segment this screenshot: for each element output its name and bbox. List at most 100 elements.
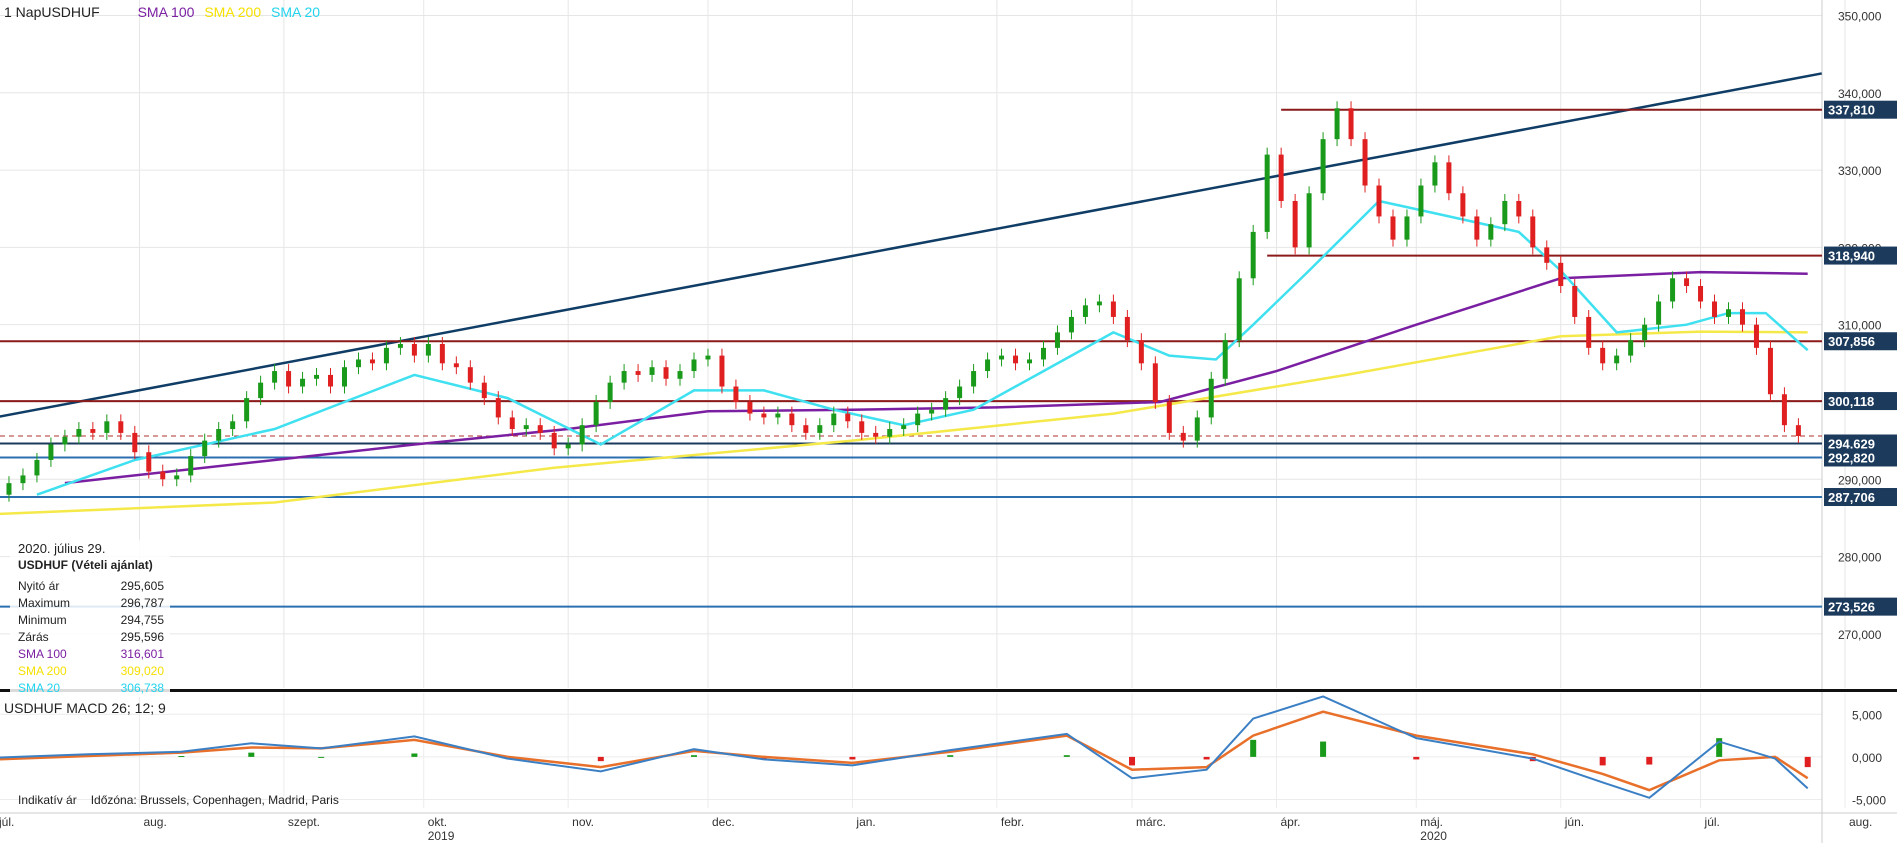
footer-info: Indikatív ár Időzóna: Brussels, Copenhage…	[18, 793, 353, 807]
candle-body	[328, 374, 334, 387]
candle-body	[1250, 231, 1256, 279]
y-tick-label: 280,000	[1838, 551, 1882, 565]
candle-body	[1418, 185, 1424, 217]
macd-histogram-bar	[849, 756, 856, 760]
candle-body	[621, 371, 627, 383]
x-tick-label: júl.	[1704, 815, 1720, 829]
candle-body	[1166, 401, 1172, 433]
candle-body	[915, 413, 921, 426]
candle-body	[1656, 301, 1662, 325]
tooltip-value: 296,787	[120, 596, 164, 610]
candle-body	[467, 367, 473, 383]
macd-signal-line	[0, 710, 1809, 792]
candle-body	[188, 456, 194, 476]
candle-body	[1684, 278, 1690, 287]
candle-body	[1348, 108, 1354, 140]
tooltip-value: 295,605	[120, 579, 164, 593]
candle-body	[202, 440, 208, 457]
candle-body	[104, 421, 110, 433]
candle-body	[1180, 432, 1186, 441]
macd-histogram-bar	[1063, 755, 1070, 757]
candle-body	[1572, 286, 1578, 317]
x-tick-label: jan.	[855, 815, 875, 829]
candle-body	[509, 417, 515, 430]
timezone-label: Időzóna: Brussels, Copenhagen, Madrid, P…	[90, 793, 339, 807]
candle-body	[971, 371, 977, 387]
macd-histogram-bar	[597, 756, 604, 762]
candle-body	[1292, 200, 1298, 248]
candle-body	[216, 429, 222, 441]
macd-histogram-bar	[1203, 756, 1210, 760]
macd-histogram-bar	[947, 755, 954, 757]
candle-body	[733, 386, 739, 402]
y-tick-label: 290,000	[1838, 473, 1882, 487]
x-tick-label: febr.	[1001, 815, 1024, 829]
sma200-line	[0, 330, 1808, 516]
macd-y-tick-label: -5,000	[1852, 793, 1886, 807]
candle-body	[314, 374, 320, 379]
level-price-tag	[1824, 392, 1897, 411]
tooltip-row-sma100: SMA 100 316,601	[10, 646, 170, 663]
legend-sma100[interactable]: SMA 100	[137, 4, 195, 20]
candle-body	[1642, 324, 1648, 341]
candle-body	[76, 429, 82, 437]
candle-body	[831, 413, 837, 426]
x-tick-label: szept.	[288, 815, 320, 829]
candle-body	[901, 425, 907, 430]
candle-body	[1460, 193, 1466, 217]
candle-body	[1013, 355, 1019, 364]
macd-histogram-bar	[1716, 738, 1723, 757]
tooltip-label: SMA 200	[18, 664, 67, 678]
candle-body	[1376, 185, 1382, 217]
candle-body	[663, 367, 669, 379]
candle-body	[1320, 139, 1326, 194]
tooltip-label: Maximum	[18, 596, 71, 610]
macd-histogram-bar	[760, 756, 767, 760]
tooltip-row-max: Maximum 296,787	[10, 595, 170, 612]
macd-title: USDHUF MACD 26; 12; 9	[4, 700, 166, 716]
candle-body	[355, 359, 361, 368]
candle-body	[1264, 154, 1270, 232]
candle-body	[1614, 355, 1620, 364]
macd-histogram-bar	[248, 752, 255, 757]
candle-body	[943, 398, 949, 410]
candle-body	[1712, 301, 1718, 317]
level-price-label: 318,940	[1828, 249, 1875, 264]
candle-body	[1362, 139, 1368, 186]
macd-histogram-bar	[318, 756, 325, 758]
macd-histogram-bar	[1646, 756, 1653, 765]
candle-body	[1530, 216, 1536, 248]
level-price-label: 337,810	[1828, 103, 1875, 118]
level-price-tag	[1824, 448, 1897, 467]
candle-body	[845, 413, 851, 422]
macd-histogram-bar	[1804, 756, 1811, 768]
candle-body	[551, 432, 557, 449]
candle-body	[523, 425, 529, 430]
y-tick-label: 310,000	[1838, 319, 1882, 333]
candle-body	[1488, 224, 1494, 240]
y-tick-label: 350,000	[1838, 9, 1882, 23]
legend-sma20[interactable]: SMA 20	[271, 4, 321, 20]
x-tick-label: nov.	[572, 815, 594, 829]
x-tick-label: dec.	[712, 815, 735, 829]
candle-body	[1110, 301, 1116, 317]
tooltip-date: 2020. július 29.	[18, 541, 106, 556]
pane-separator	[0, 689, 1897, 692]
legend-sma200[interactable]: SMA 200	[204, 4, 262, 20]
tooltip-label: Nyitó ár	[18, 579, 60, 593]
level-price-tag	[1824, 100, 1897, 119]
candle-body	[1767, 347, 1773, 395]
candle-body	[439, 344, 445, 364]
candle-body	[1404, 216, 1410, 240]
candle-body	[1152, 363, 1158, 402]
candle-body	[635, 371, 641, 375]
candle-body	[300, 378, 306, 387]
candle-body	[1432, 162, 1438, 186]
tooltip-label: Zárás	[18, 630, 49, 644]
level-price-label: 294,629	[1828, 436, 1875, 451]
candle-body	[1600, 347, 1606, 364]
x-tick-label: júl.	[0, 815, 14, 829]
chart-header: 1 NapUSDHUF SMA 100 SMA 200 SMA 20	[4, 4, 320, 20]
level-price-tag	[1824, 332, 1897, 351]
